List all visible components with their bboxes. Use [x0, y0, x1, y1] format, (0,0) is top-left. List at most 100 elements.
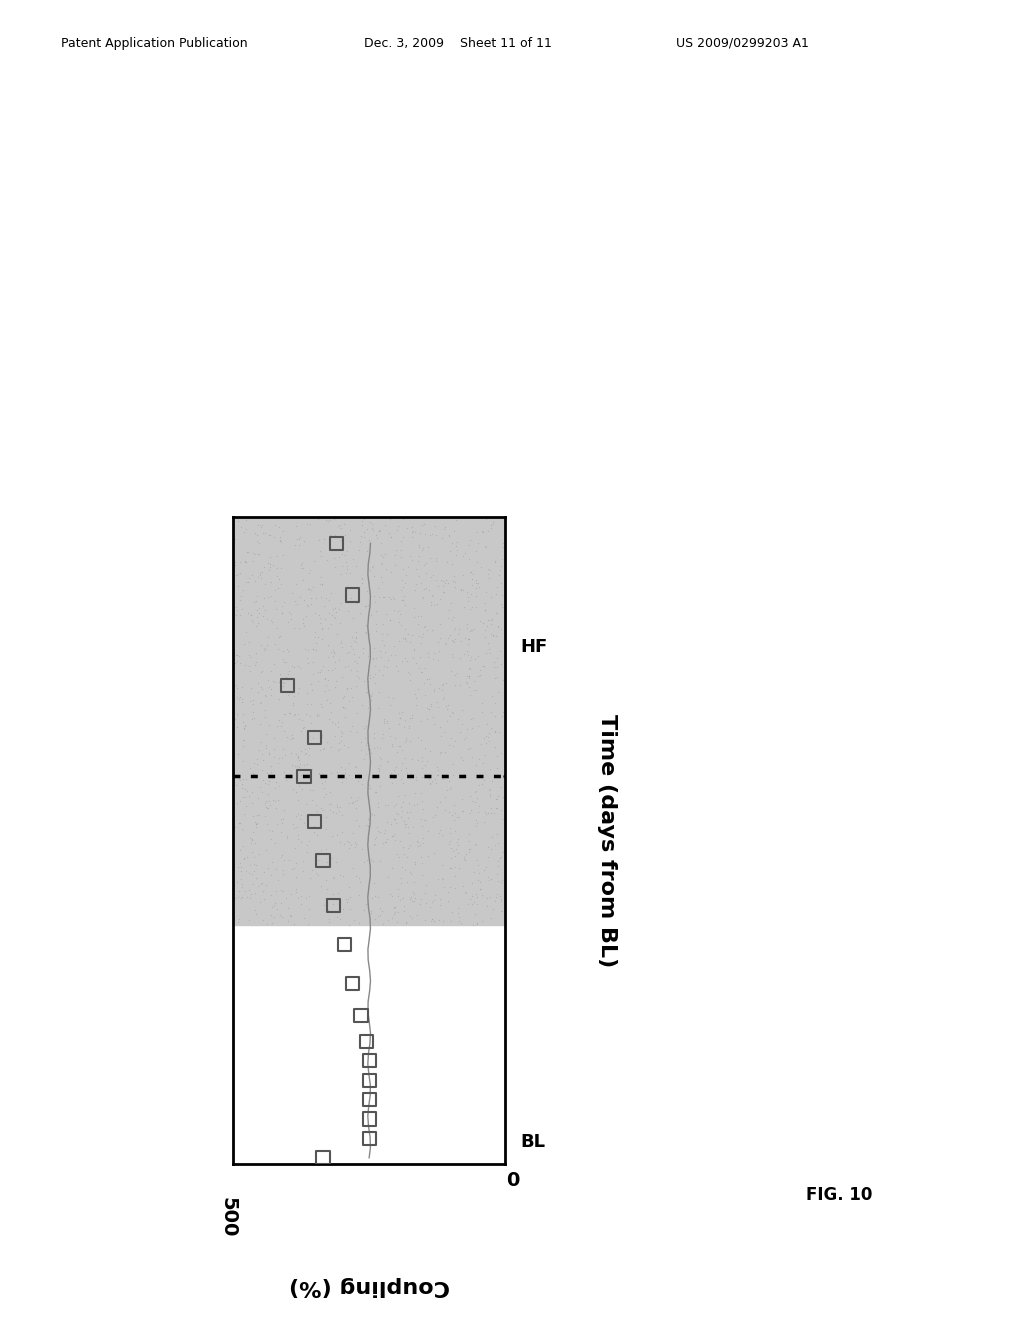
Point	[400, 822, 417, 843]
Point	[386, 759, 402, 780]
Point	[400, 792, 417, 813]
Point	[489, 870, 506, 891]
Point	[414, 751, 430, 772]
Point	[392, 888, 409, 909]
Point	[418, 552, 434, 573]
Point	[397, 784, 414, 805]
Point	[481, 783, 498, 804]
Point	[341, 832, 357, 853]
Point	[379, 710, 395, 731]
Point	[483, 826, 500, 847]
Point	[462, 803, 478, 824]
Point	[483, 515, 500, 536]
Point	[386, 904, 402, 925]
Point	[361, 512, 378, 533]
Point	[472, 610, 488, 631]
Point	[347, 626, 364, 647]
Point	[410, 793, 426, 814]
Point	[257, 521, 273, 543]
Point	[233, 598, 250, 619]
Point	[272, 880, 289, 902]
Point	[333, 630, 349, 651]
Point	[347, 865, 364, 886]
Point	[367, 655, 383, 676]
Point	[330, 739, 346, 760]
Point	[442, 540, 459, 561]
Point	[366, 638, 382, 659]
Point	[358, 814, 375, 836]
Point	[263, 586, 280, 607]
Point	[442, 911, 459, 932]
Point	[282, 702, 298, 723]
Point	[264, 851, 281, 873]
Point	[306, 816, 323, 837]
Point	[325, 866, 341, 887]
Point	[469, 850, 485, 871]
Point	[455, 875, 471, 896]
Point	[475, 859, 492, 880]
Point	[446, 795, 463, 816]
Point	[488, 577, 505, 598]
Point	[365, 556, 381, 577]
Point	[251, 544, 267, 565]
Point	[442, 660, 459, 681]
Point	[468, 816, 484, 837]
Point	[360, 733, 377, 754]
Point	[347, 832, 364, 853]
Point	[324, 711, 340, 733]
Point	[470, 645, 486, 667]
Point	[430, 649, 446, 671]
Point	[311, 763, 328, 784]
Point	[276, 762, 293, 783]
Point	[468, 833, 484, 854]
Point	[307, 602, 324, 623]
Point	[233, 689, 250, 710]
Point	[230, 857, 247, 878]
Point	[460, 738, 476, 759]
Point	[298, 704, 314, 725]
Point	[470, 801, 486, 822]
Point	[316, 770, 333, 791]
Point	[242, 887, 258, 908]
Point	[480, 564, 497, 585]
Point	[336, 686, 352, 708]
Point	[335, 688, 351, 709]
Point	[240, 603, 256, 624]
Point	[263, 829, 280, 850]
Point	[368, 601, 384, 622]
Point	[378, 558, 394, 579]
Point	[354, 573, 371, 594]
Point	[460, 644, 476, 665]
Point	[354, 569, 371, 590]
Point	[415, 828, 431, 849]
Point	[438, 696, 455, 717]
Point	[441, 705, 458, 726]
Point	[279, 727, 295, 748]
Point	[425, 565, 441, 586]
Point	[249, 524, 265, 545]
Point	[414, 515, 430, 536]
Point	[286, 618, 302, 639]
Point	[396, 710, 413, 731]
Point	[369, 737, 385, 758]
Point	[393, 857, 410, 878]
Point	[434, 854, 451, 875]
Point	[337, 524, 353, 545]
Point	[422, 524, 438, 545]
Point	[327, 524, 343, 545]
Point	[246, 763, 262, 784]
Point	[468, 597, 484, 618]
Point	[247, 523, 263, 544]
Point	[377, 820, 393, 841]
Point	[398, 762, 415, 783]
Point	[370, 906, 386, 927]
Point	[462, 738, 478, 759]
Point	[348, 627, 365, 648]
Point	[230, 743, 247, 764]
Point	[301, 562, 317, 583]
Point	[461, 628, 477, 649]
Point	[292, 808, 308, 829]
Point	[356, 727, 373, 748]
Point	[493, 891, 509, 912]
Point	[324, 659, 340, 680]
